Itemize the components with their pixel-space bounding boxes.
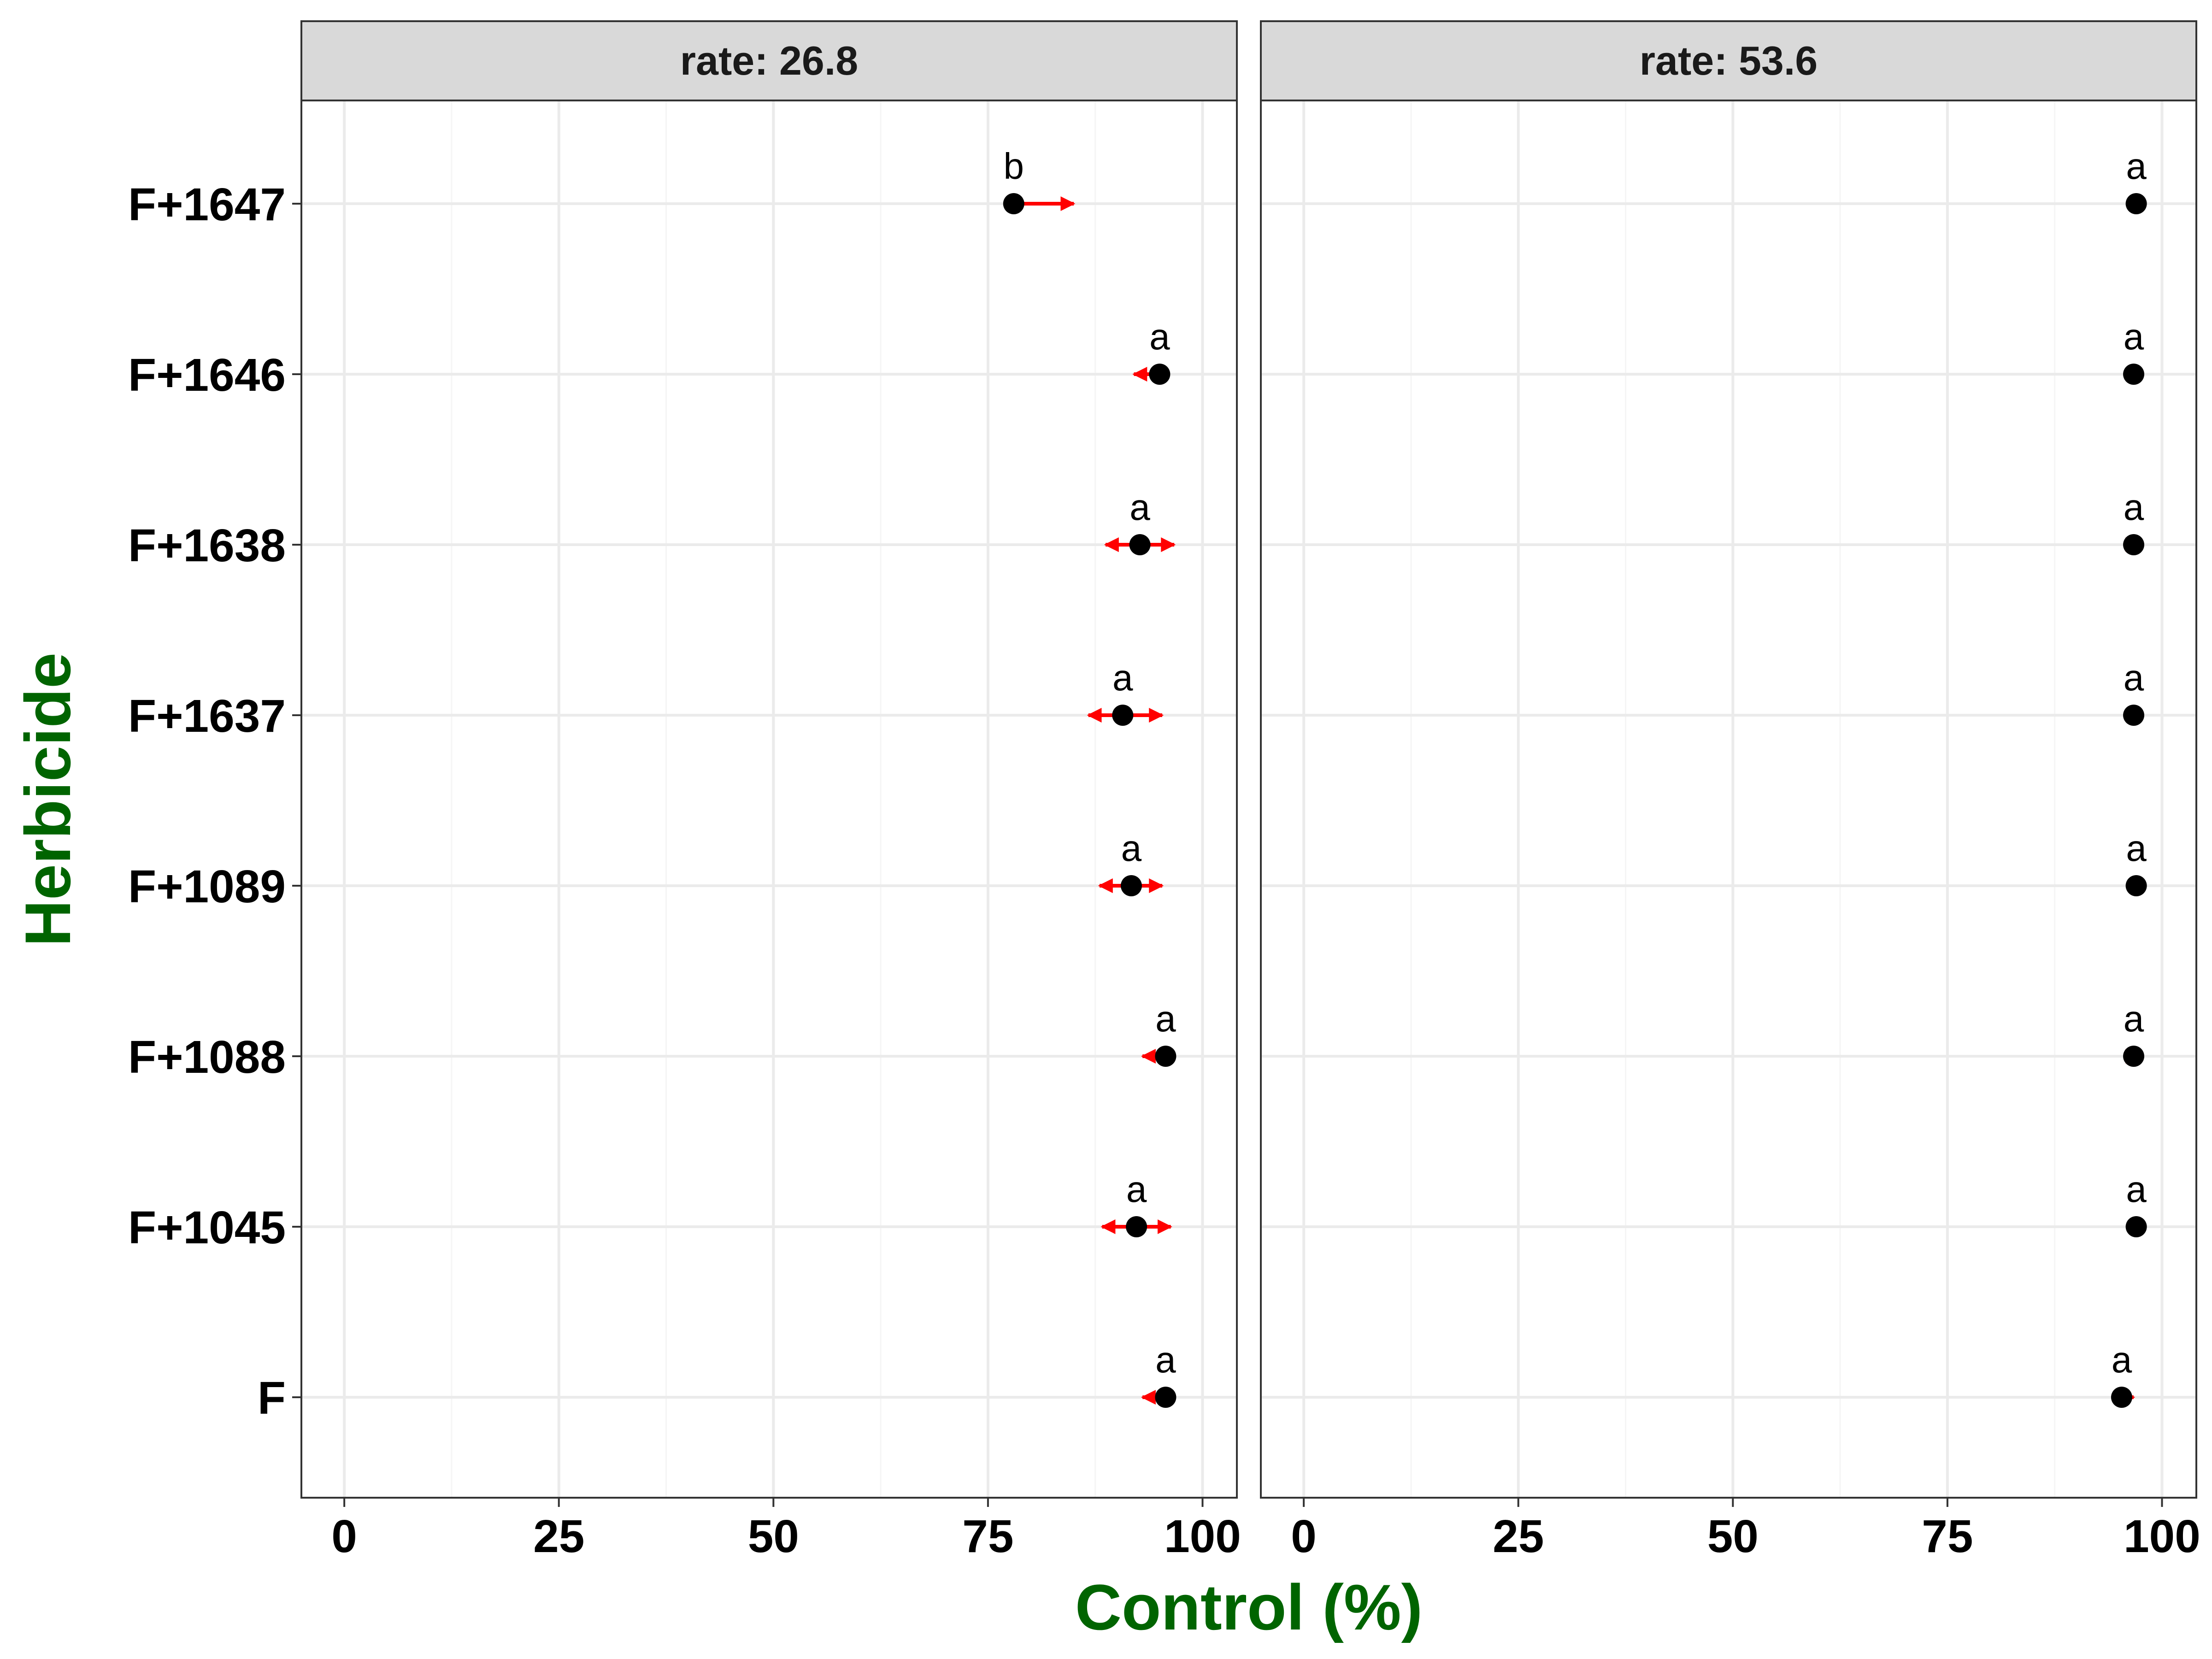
significance-letter: a [2124, 316, 2144, 357]
data-point [1149, 364, 1171, 385]
data-point [2125, 1216, 2147, 1237]
facet-strip-label: rate: 53.6 [1640, 38, 1818, 83]
facet-strip [1260, 20, 2197, 101]
significance-letter: a [2124, 487, 2144, 528]
x-tick-label: 0 [1291, 1511, 1317, 1562]
significance-letter: a [1155, 1339, 1176, 1380]
data-point [2123, 534, 2145, 555]
significance-letter: a [1126, 1169, 1147, 1210]
facet-strip [300, 20, 1238, 101]
panel-background [301, 100, 1237, 1498]
significance-letter: a [2126, 1169, 2147, 1210]
x-tick-label: 25 [1493, 1511, 1544, 1562]
significance-letter: a [1149, 316, 1170, 357]
x-axis-title: Control (%) [1075, 1571, 1423, 1643]
significance-letter: a [2112, 1339, 2132, 1380]
data-point [2111, 1387, 2132, 1408]
y-axis-title: Herbicide [12, 653, 84, 947]
significance-letter: a [1155, 998, 1176, 1039]
x-tick-label: 25 [533, 1511, 584, 1562]
y-tick-label: F+1089 [128, 861, 286, 912]
panel-border [300, 100, 1238, 1499]
data-point [1126, 1216, 1147, 1237]
y-axis: F+1647 F+1646 F+1638 F+1637 F+1089 F+1088 F+10… [128, 179, 301, 1424]
significance-letter: a [2126, 146, 2147, 187]
x-tick-label: 100 [1164, 1511, 1241, 1562]
significance-letter: a [1130, 487, 1150, 528]
data-point [1120, 875, 1142, 896]
panel-border [1260, 100, 2197, 1499]
panel-2: rate: 53.6 a a a a a a a a 0 25 50 75 100 [1260, 20, 2200, 1562]
x-tick-label: 50 [748, 1511, 799, 1562]
significance-letter: a [2124, 657, 2144, 698]
significance-letter: a [2124, 998, 2144, 1039]
significance-letter: b [1004, 146, 1024, 187]
panels-layer: rate: 26.8 b a a a a a a a 0 25 50 75 100 rate: 53.6 a a… [300, 20, 2200, 1562]
x-tick-label: 0 [331, 1511, 357, 1562]
data-point [2125, 875, 2147, 896]
y-tick-label: F+1637 [128, 690, 286, 742]
x-tick-label: 100 [2124, 1511, 2200, 1562]
y-tick-label: F [258, 1372, 286, 1424]
data-point [2123, 1046, 2145, 1067]
y-tick-label: F+1045 [128, 1202, 286, 1253]
data-point [2125, 193, 2147, 214]
significance-letter: a [1112, 657, 1133, 698]
x-tick-label: 50 [1707, 1511, 1759, 1562]
significance-letter: a [1121, 828, 1142, 869]
x-tick-label: 75 [1922, 1511, 1973, 1562]
y-tick-label: F+1647 [128, 179, 286, 230]
data-point [2123, 705, 2145, 726]
data-point [1129, 534, 1151, 555]
panel-background [1261, 100, 2196, 1498]
data-point [1155, 1046, 1177, 1067]
y-tick-label: F+1088 [128, 1031, 286, 1083]
facet-strip-label: rate: 26.8 [680, 38, 858, 83]
significance-letter: a [2126, 828, 2147, 869]
data-point [1155, 1387, 1177, 1408]
y-tick-label: F+1638 [128, 520, 286, 571]
data-point [1003, 193, 1024, 214]
panel-1: rate: 26.8 b a a a a a a a 0 25 50 75 100 [300, 20, 1241, 1562]
x-tick-label: 75 [962, 1511, 1013, 1562]
y-tick-label: F+1646 [128, 349, 286, 401]
data-point [1112, 705, 1134, 726]
data-point [2123, 364, 2145, 385]
